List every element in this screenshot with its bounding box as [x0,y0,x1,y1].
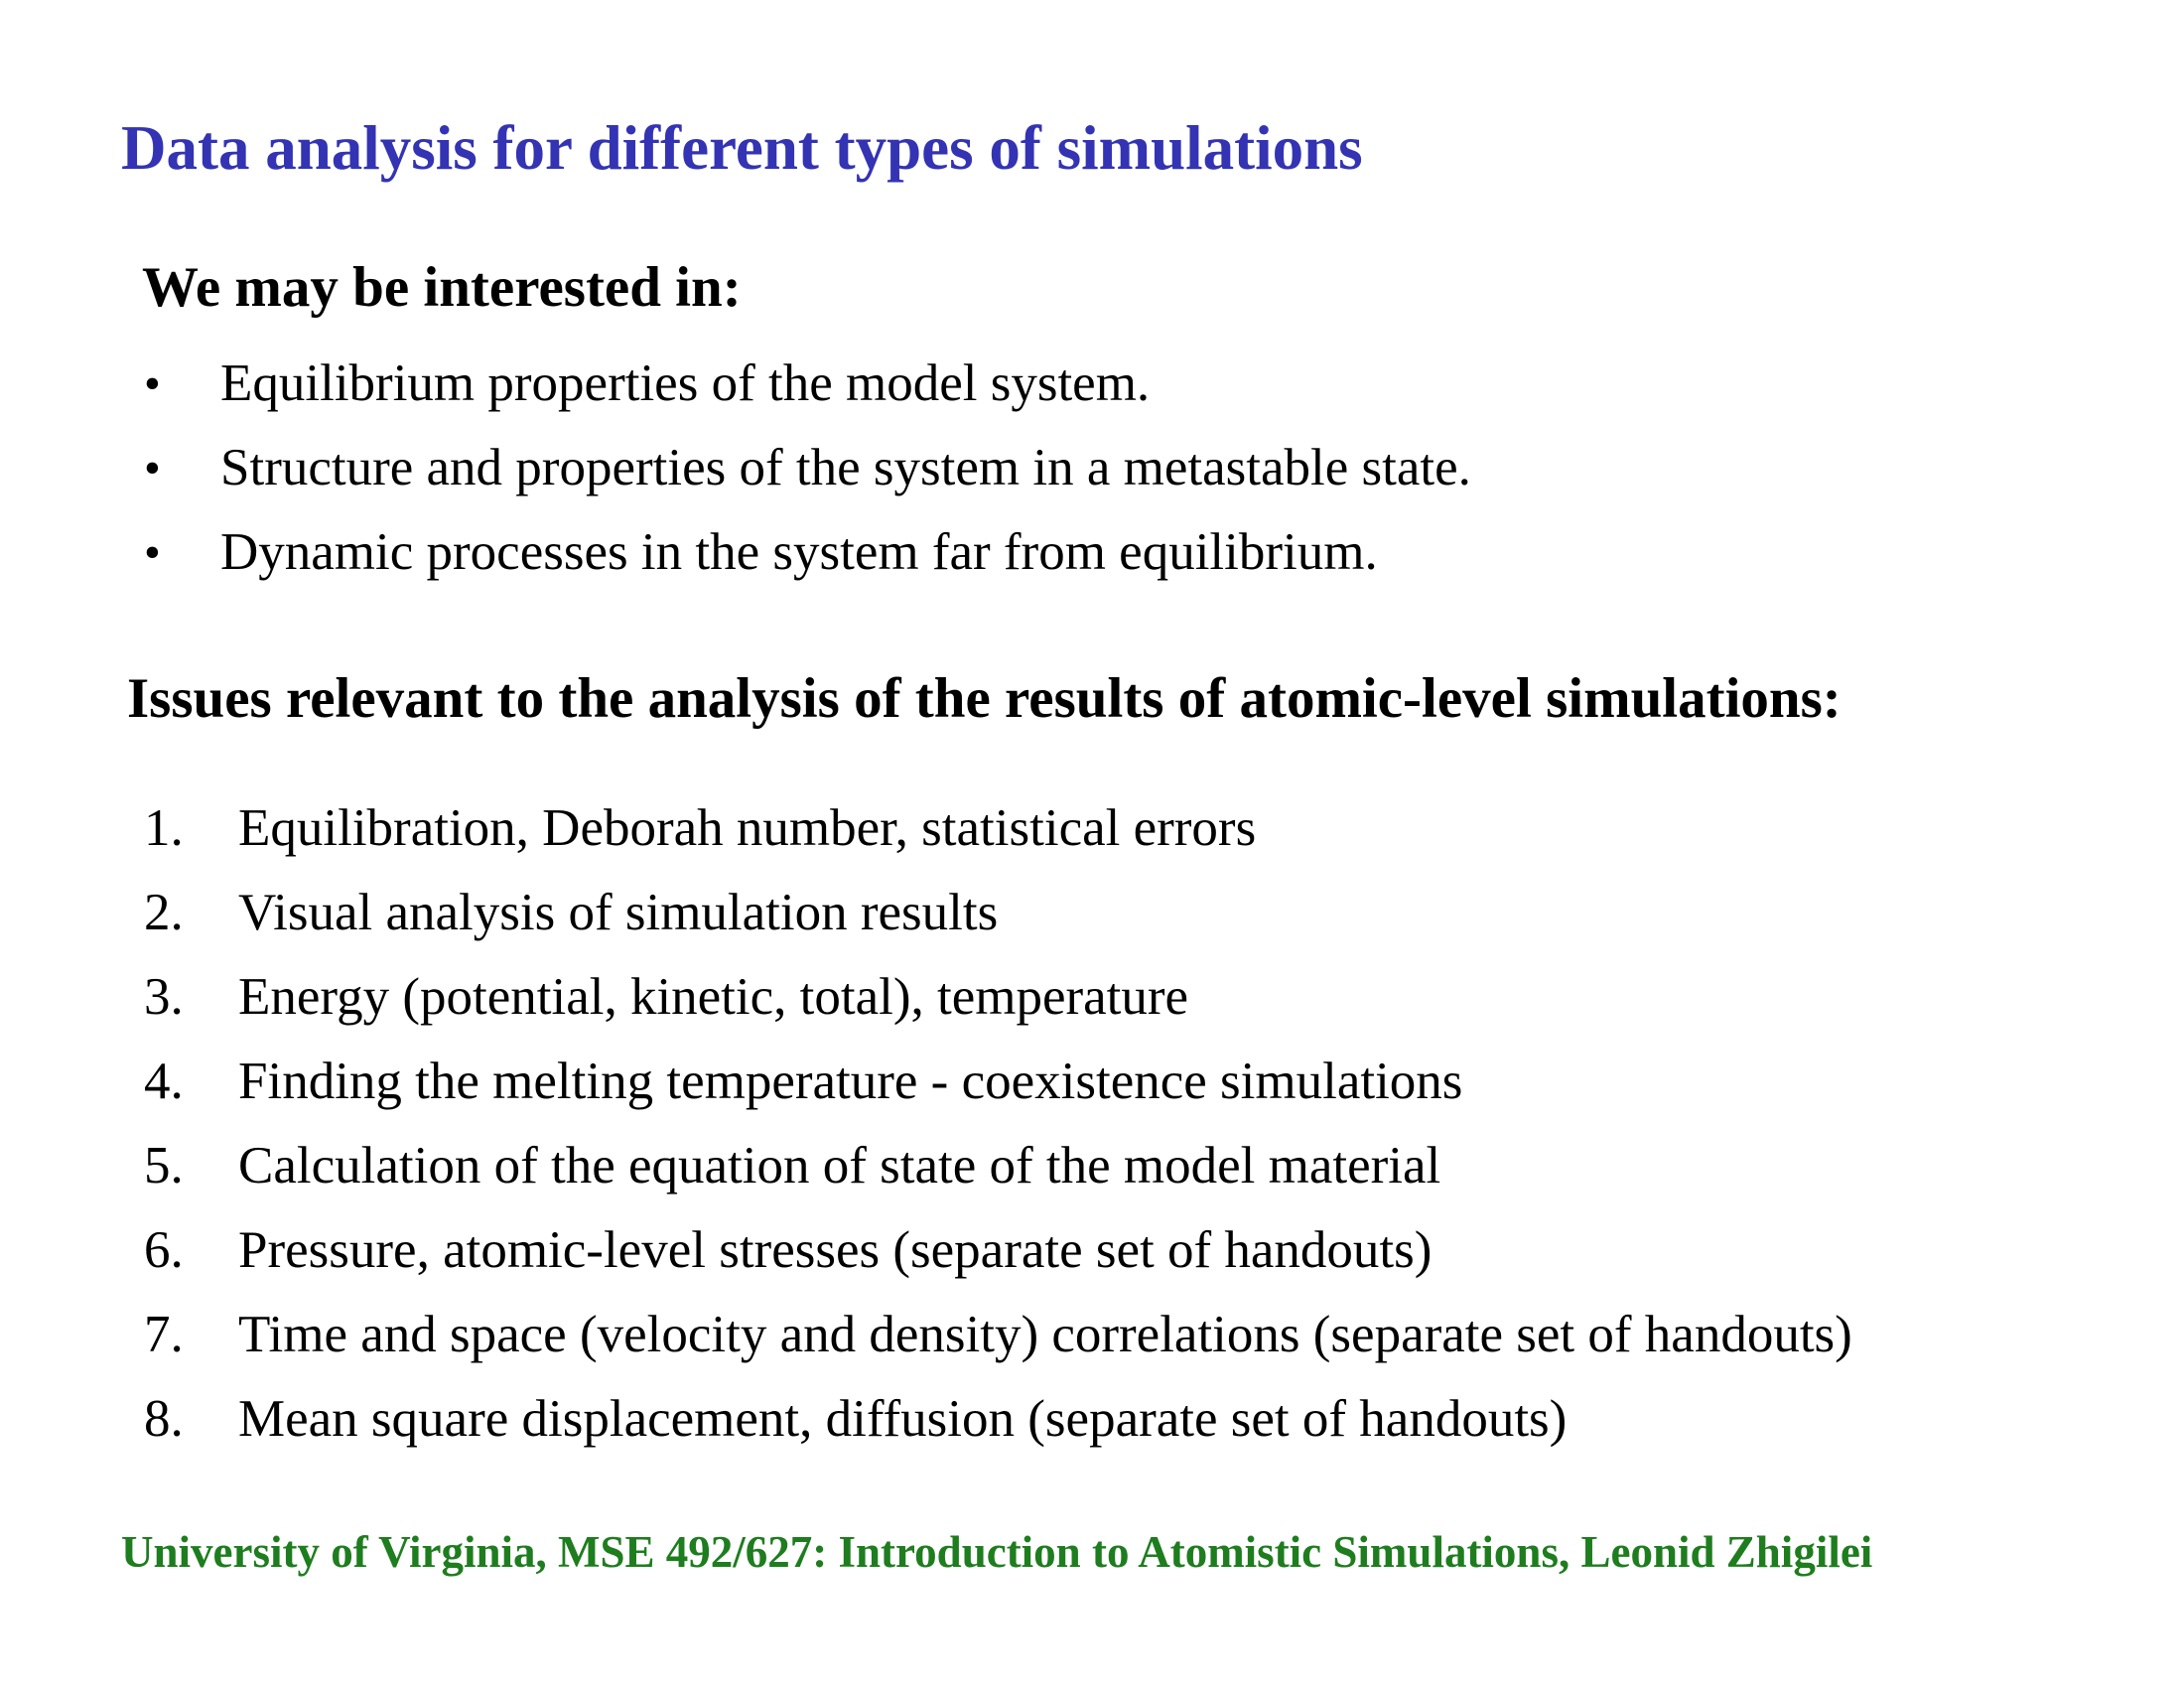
bullet-icon: • [144,442,161,494]
bullet-icon: • [144,526,161,579]
list-item-number: 4. [144,1053,184,1110]
list-item: 3. Energy (potential, kinetic, total), t… [144,955,1852,1040]
issues-heading: Issues relevant to the analysis of the r… [127,667,1842,730]
list-item: 6. Pressure, atomic-level stresses (sepa… [144,1208,1852,1293]
list-item: 2. Visual analysis of simulation results [144,871,1852,955]
list-item-number: 3. [144,968,184,1026]
interests-heading: We may be interested in: [142,256,742,319]
list-item-text: Energy (potential, kinetic, total), temp… [238,968,1189,1026]
list-item-text: Visual analysis of simulation results [238,884,999,941]
list-item-text: Finding the melting temperature - coexis… [238,1053,1463,1110]
issues-list: 1. Equilibration, Deborah number, statis… [144,786,1852,1462]
list-item: 1. Equilibration, Deborah number, statis… [144,786,1852,871]
list-item-number: 6. [144,1221,184,1279]
list-item-text: Mean square displacement, diffusion (sep… [238,1390,1568,1448]
list-item: • Structure and properties of the system… [144,426,1471,510]
list-item: • Equilibrium properties of the model sy… [144,342,1471,426]
list-item: • Dynamic processes in the system far fr… [144,510,1471,595]
footer-credit: University of Virginia, MSE 492/627: Int… [121,1527,1873,1577]
list-item-number: 1. [144,799,184,857]
list-item-text: Equilibrium properties of the model syst… [220,354,1151,412]
list-item-text: Equilibration, Deborah number, statistic… [238,799,1257,857]
list-item-number: 5. [144,1137,184,1195]
list-item: 4. Finding the melting temperature - coe… [144,1040,1852,1124]
list-item-text: Calculation of the equation of state of … [238,1137,1441,1195]
list-item-number: 7. [144,1306,184,1363]
list-item-number: 8. [144,1390,184,1448]
list-item-text: Dynamic processes in the system far from… [220,523,1378,581]
list-item: 7. Time and space (velocity and density)… [144,1293,1852,1377]
page-title: Data analysis for different types of sim… [121,113,1363,183]
list-item-text: Pressure, atomic-level stresses (separat… [238,1221,1433,1279]
list-item: 5. Calculation of the equation of state … [144,1124,1852,1208]
list-item-text: Structure and properties of the system i… [220,439,1471,496]
bullet-icon: • [144,357,161,410]
interests-list: • Equilibrium properties of the model sy… [144,342,1471,595]
list-item-text: Time and space (velocity and density) co… [238,1306,1852,1363]
list-item: 8. Mean square displacement, diffusion (… [144,1377,1852,1462]
list-item-number: 2. [144,884,184,941]
